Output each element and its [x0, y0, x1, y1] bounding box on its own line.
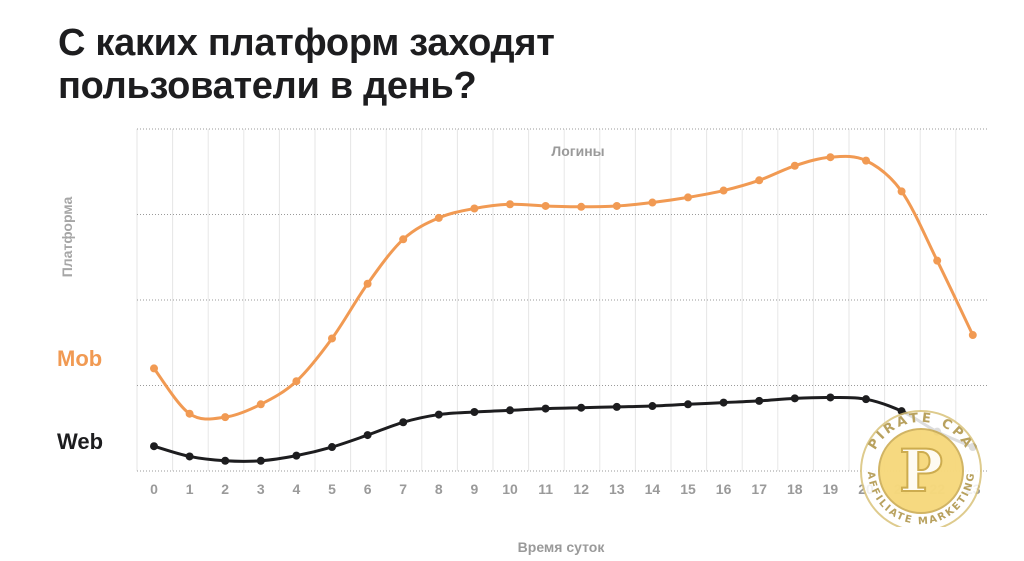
data-point-web — [470, 408, 479, 417]
x-tick-label: 17 — [751, 481, 767, 497]
x-tick-label: 10 — [502, 481, 518, 497]
x-tick-label: 1 — [186, 481, 194, 497]
data-point-mob — [506, 200, 514, 209]
data-point-web — [363, 431, 372, 440]
x-tick-label: 2 — [221, 481, 229, 497]
data-point-mob — [933, 256, 942, 265]
page-title: С каких платформ заходят пользователи в … — [58, 22, 555, 107]
series-line-mob — [152, 154, 975, 421]
x-tick-label: 13 — [609, 481, 625, 497]
category-label-web: Web — [57, 429, 104, 454]
x-tick-label: 8 — [435, 481, 443, 497]
data-point-web — [862, 395, 870, 404]
data-point-mob — [256, 400, 265, 409]
x-tick-label: 15 — [680, 481, 696, 497]
data-point-web — [826, 393, 835, 402]
data-point-web — [541, 404, 550, 413]
data-point-mob — [292, 377, 301, 386]
data-point-mob — [185, 409, 194, 418]
data-point-mob — [648, 198, 657, 207]
data-point-mob — [862, 156, 870, 165]
category-label-mob: Mob — [57, 346, 103, 371]
data-point-mob — [221, 413, 230, 422]
pirate-cpa-logo: PIRATE CPA AFFILIATE MARKETING P — [860, 410, 982, 527]
data-point-mob — [577, 202, 586, 211]
data-point-web — [506, 406, 514, 415]
data-point-web — [434, 410, 443, 419]
x-tick-label: 11 — [538, 481, 553, 497]
data-point-web — [150, 442, 158, 451]
x-tick-label: 16 — [716, 481, 732, 497]
data-point-mob — [790, 161, 799, 170]
data-point-mob — [897, 187, 906, 196]
data-point-web — [185, 452, 194, 461]
x-tick-label: 14 — [645, 481, 661, 497]
data-point-mob — [968, 331, 977, 340]
data-point-web — [256, 456, 265, 465]
data-point-mob — [434, 213, 443, 222]
data-point-mob — [470, 204, 479, 213]
data-point-web — [292, 451, 301, 460]
data-point-mob — [755, 176, 764, 185]
data-point-mob — [328, 334, 336, 343]
x-tick-label: 3 — [257, 481, 265, 497]
data-point-web — [719, 398, 728, 407]
x-tick-label: 6 — [364, 481, 372, 497]
data-point-web — [648, 402, 657, 411]
data-point-web — [612, 402, 621, 411]
data-point-mob — [541, 201, 550, 210]
data-point-web — [328, 443, 336, 452]
data-point-web — [577, 403, 586, 412]
x-tick-label: 5 — [328, 481, 336, 497]
data-point-mob — [399, 235, 408, 244]
data-point-web — [790, 394, 799, 403]
x-tick-label: 4 — [293, 481, 301, 497]
data-point-mob — [826, 153, 835, 162]
x-axis-ticks: 01234567891011121314151617181920212223 — [150, 481, 981, 497]
data-point-web — [684, 400, 692, 409]
x-axis-label: Время суток — [517, 539, 605, 555]
x-tick-label: 12 — [573, 481, 589, 497]
x-tick-label: 0 — [150, 481, 158, 497]
data-point-mob — [150, 364, 158, 373]
x-tick-label: 18 — [787, 481, 803, 497]
x-tick-label: 9 — [471, 481, 479, 497]
badge-letter: P — [899, 437, 943, 505]
data-point-mob — [612, 201, 621, 210]
chart-annotation: Логины — [551, 143, 605, 159]
data-point-mob — [684, 193, 692, 202]
data-point-mob — [719, 186, 728, 195]
chart-grid — [136, 128, 988, 472]
data-point-web — [221, 456, 230, 465]
data-point-mob — [363, 279, 372, 288]
x-tick-label: 19 — [823, 481, 839, 497]
data-point-web — [755, 396, 764, 405]
chart-series — [150, 153, 977, 465]
x-tick-label: 7 — [399, 481, 407, 497]
data-point-web — [399, 418, 408, 427]
